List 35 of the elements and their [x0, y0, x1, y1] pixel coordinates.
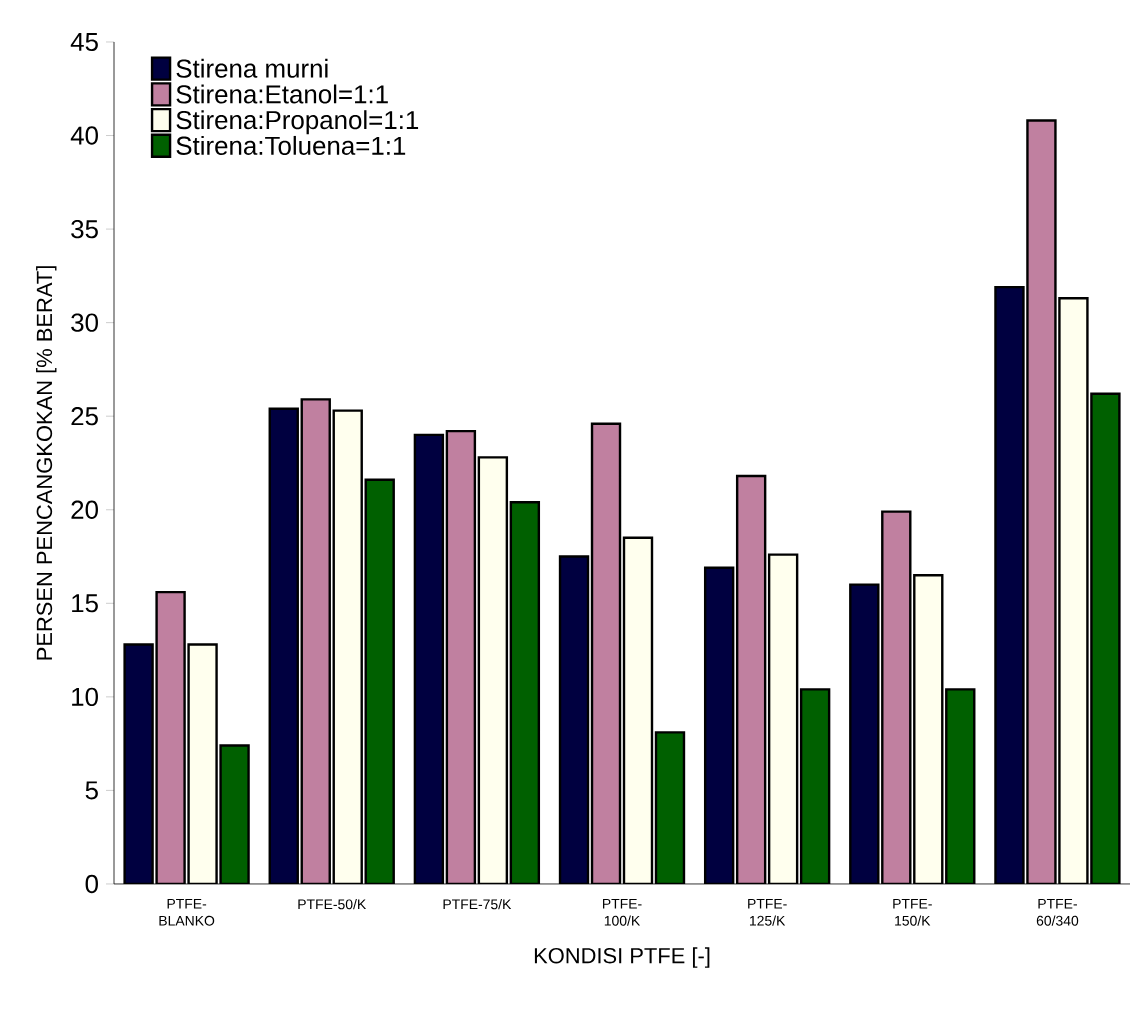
legend-label: Stirena:Propanol=1:1 — [176, 110, 419, 135]
bar — [622, 536, 654, 884]
y-tick-label: 15 — [72, 594, 98, 613]
bar — [558, 555, 590, 884]
bar — [300, 398, 331, 884]
bar — [735, 474, 767, 884]
bar — [703, 566, 735, 884]
y-tick-label: 35 — [71, 219, 98, 239]
bar — [332, 409, 363, 884]
y-tick-label: 40 — [70, 126, 98, 145]
bar — [445, 429, 477, 884]
bar — [654, 731, 686, 884]
bar — [799, 688, 831, 884]
legend-label: Stirena:Etanol=1:1 — [176, 84, 388, 104]
y-tick-label: 0 — [85, 874, 98, 894]
y-axis-title: PERSEN PENCANGKOKAN [% BERAT] — [36, 266, 57, 660]
y-tick-label: 20 — [71, 500, 98, 519]
bar — [413, 433, 445, 884]
y-tick-label: 5 — [85, 781, 98, 800]
bar — [268, 407, 299, 884]
bar — [767, 553, 799, 884]
legend-label: Stirena murni — [176, 58, 328, 78]
y-tick-label: 10 — [72, 687, 98, 707]
bar — [945, 688, 976, 884]
y-tick-label: 25 — [71, 407, 98, 426]
y-tick-label: 30 — [71, 313, 98, 332]
bar — [913, 574, 944, 884]
bar — [881, 510, 912, 884]
bar — [590, 422, 622, 884]
bar — [364, 478, 395, 884]
bar — [477, 456, 509, 884]
x-axis-title: KONDISI PTFE [-] — [534, 947, 710, 968]
y-tick-label: 45 — [70, 32, 98, 52]
legend-label: Stirena:Toluena=1:1 — [176, 135, 406, 155]
bar — [509, 501, 541, 884]
